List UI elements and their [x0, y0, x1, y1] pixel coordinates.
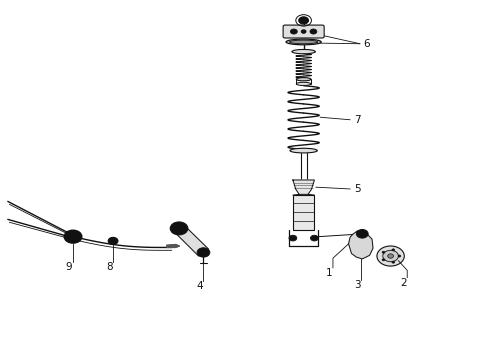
- Circle shape: [382, 259, 385, 261]
- Circle shape: [356, 229, 368, 238]
- Circle shape: [377, 246, 404, 266]
- Circle shape: [382, 251, 385, 253]
- Circle shape: [301, 30, 306, 33]
- Polygon shape: [175, 224, 208, 256]
- Polygon shape: [293, 180, 315, 194]
- Circle shape: [108, 237, 118, 244]
- Circle shape: [383, 250, 398, 262]
- Circle shape: [311, 235, 319, 241]
- Text: 3: 3: [354, 280, 361, 290]
- Circle shape: [392, 261, 395, 263]
- Ellipse shape: [286, 39, 321, 45]
- Circle shape: [200, 250, 207, 255]
- Circle shape: [299, 17, 309, 24]
- Circle shape: [392, 249, 395, 251]
- Text: 9: 9: [66, 262, 73, 272]
- Text: 7: 7: [354, 115, 361, 125]
- Ellipse shape: [296, 78, 311, 81]
- Text: 5: 5: [354, 184, 361, 194]
- FancyBboxPatch shape: [283, 25, 324, 38]
- Ellipse shape: [290, 40, 318, 44]
- FancyBboxPatch shape: [293, 195, 315, 230]
- Text: 6: 6: [364, 39, 370, 49]
- Circle shape: [398, 255, 401, 257]
- Circle shape: [289, 235, 297, 241]
- Ellipse shape: [296, 82, 311, 86]
- Polygon shape: [348, 231, 373, 259]
- Circle shape: [359, 231, 365, 236]
- Circle shape: [291, 29, 297, 34]
- Circle shape: [174, 225, 183, 231]
- Text: 1: 1: [326, 268, 332, 278]
- Circle shape: [197, 248, 210, 257]
- Ellipse shape: [292, 49, 316, 54]
- Circle shape: [310, 29, 317, 34]
- Circle shape: [64, 230, 82, 243]
- Text: 2: 2: [400, 278, 407, 288]
- Text: 8: 8: [106, 262, 113, 273]
- Circle shape: [170, 222, 188, 235]
- Ellipse shape: [290, 148, 318, 153]
- Polygon shape: [167, 244, 179, 247]
- Text: 4: 4: [196, 281, 203, 291]
- Circle shape: [68, 233, 78, 240]
- Circle shape: [388, 254, 393, 258]
